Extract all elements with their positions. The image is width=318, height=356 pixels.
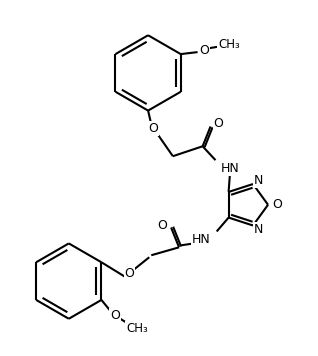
Text: O: O <box>157 219 167 232</box>
Text: HN: HN <box>192 233 211 246</box>
Text: CH₃: CH₃ <box>218 38 240 51</box>
Text: CH₃: CH₃ <box>126 322 148 335</box>
Text: O: O <box>110 309 120 322</box>
Text: O: O <box>148 122 158 135</box>
Text: O: O <box>125 267 135 279</box>
Text: N: N <box>254 223 264 236</box>
Text: O: O <box>272 198 282 211</box>
Text: O: O <box>214 117 224 130</box>
Text: N: N <box>254 174 264 187</box>
Text: O: O <box>200 44 210 57</box>
Text: HN: HN <box>220 162 239 174</box>
